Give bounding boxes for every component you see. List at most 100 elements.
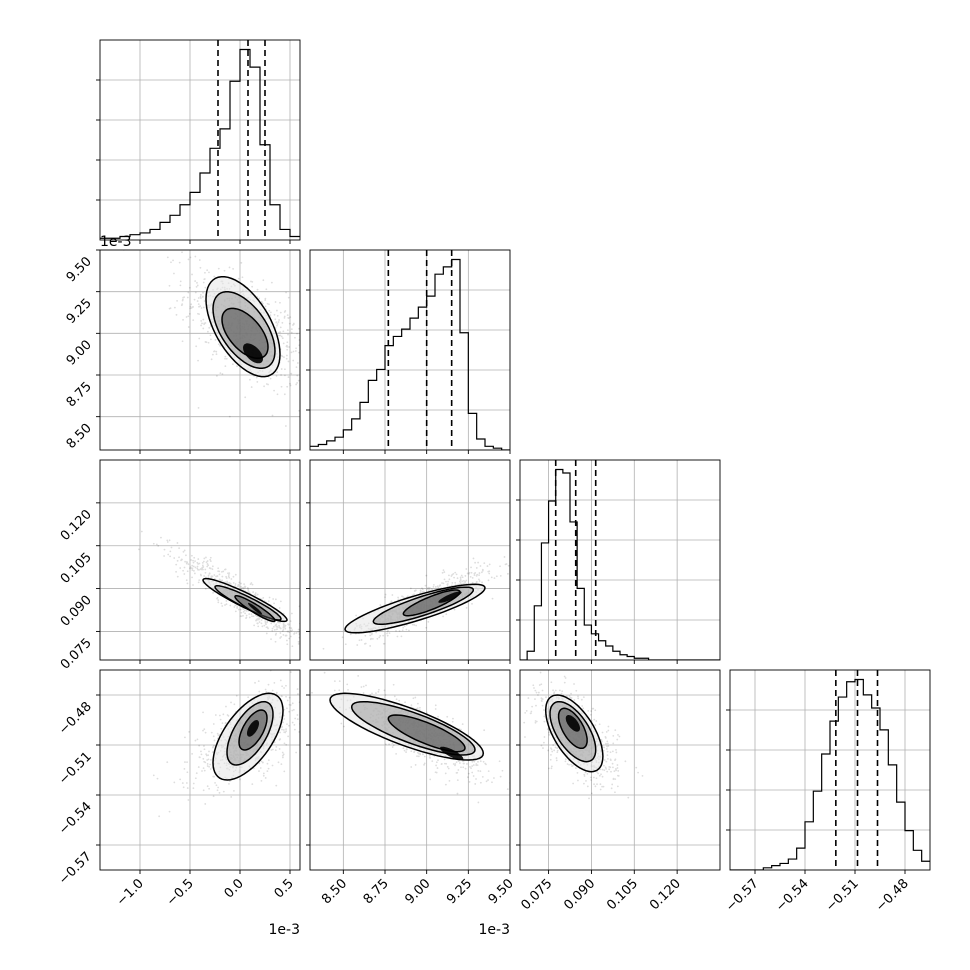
scatter-point <box>186 771 189 774</box>
scatter-point <box>163 555 165 557</box>
scatter-point <box>189 307 192 310</box>
scatter-point <box>423 763 425 766</box>
scatter-point <box>221 373 224 375</box>
scatter-point <box>296 718 299 720</box>
scatter-point <box>599 768 602 771</box>
scatter-point <box>317 647 319 649</box>
scatter-point <box>284 634 287 637</box>
scatter-point <box>534 698 536 700</box>
scatter-point <box>216 575 218 578</box>
scatter-point <box>248 616 251 619</box>
contour-line-3 <box>212 692 284 781</box>
scatter-point <box>234 610 237 613</box>
scatter-point <box>295 366 298 368</box>
scatter-point <box>349 633 352 636</box>
scatter-point <box>356 644 359 646</box>
scatter-point <box>285 345 288 348</box>
scatter-point <box>218 573 221 576</box>
scatter-point <box>211 565 214 568</box>
scatter-point <box>434 704 437 707</box>
tick-label-x-3: −0.57 <box>723 876 762 915</box>
scatter-point <box>185 554 187 557</box>
tick-label-x-3: −0.54 <box>773 876 812 915</box>
scatter-point <box>550 747 552 749</box>
scatter-point <box>577 779 579 782</box>
scatter-point <box>416 702 419 705</box>
scatter-point <box>454 581 457 584</box>
scatter-point <box>245 616 248 619</box>
scatter-point <box>229 583 232 585</box>
scatter-point <box>244 585 247 588</box>
scatter-point <box>283 311 286 313</box>
panel-frame <box>309 459 511 661</box>
scatter-point <box>232 581 235 584</box>
scatter-point <box>598 774 601 777</box>
scatter-point <box>280 695 283 697</box>
scatter-point <box>534 721 537 724</box>
scatter-point <box>271 414 274 417</box>
scatter-point <box>307 647 309 649</box>
scatter-point <box>163 548 166 551</box>
scatter-point <box>571 765 573 768</box>
scatter-point <box>234 604 237 607</box>
scatter-point <box>278 607 281 609</box>
scatter-point <box>609 766 612 769</box>
scatter-point <box>451 581 454 584</box>
scatter-point <box>204 286 207 289</box>
scatter-point <box>550 748 553 751</box>
scatter-point <box>283 731 286 734</box>
scatter-point <box>482 760 485 763</box>
scatter-point <box>316 714 318 716</box>
scatter-point <box>586 772 589 775</box>
scatter-point <box>487 770 490 773</box>
scatter-point <box>323 713 325 715</box>
scatter-point <box>592 707 595 710</box>
scatter-point <box>230 578 233 580</box>
scatter-point <box>240 587 242 590</box>
scatter-point <box>423 762 426 765</box>
scatter-point <box>196 738 199 741</box>
panel-frame <box>729 669 931 871</box>
scatter-point <box>258 617 261 620</box>
scatter-point <box>202 767 205 769</box>
scatter-point <box>403 749 406 752</box>
scatter-point <box>413 624 416 626</box>
scatter-point <box>481 581 483 584</box>
scatter-point <box>553 691 556 694</box>
scatter-point <box>410 766 413 768</box>
scatter-point <box>540 697 543 700</box>
scatter-point <box>166 761 169 764</box>
scatter-point <box>321 689 323 691</box>
scatter-point <box>477 760 479 763</box>
scatter-point <box>210 575 213 578</box>
scatter-point <box>447 767 450 770</box>
scatter-point <box>200 324 202 327</box>
scatter-point <box>196 281 198 284</box>
scatter-point <box>270 638 272 641</box>
scatter-point <box>322 666 324 668</box>
scatter-point <box>297 631 300 633</box>
scatter-point <box>184 560 187 563</box>
scatter-point <box>401 595 404 598</box>
scatter-point <box>283 356 285 358</box>
scatter-point <box>274 301 277 303</box>
scatter-point <box>198 756 201 759</box>
scatter-point <box>297 642 300 645</box>
scatter-point <box>244 612 247 615</box>
scatter-point <box>203 575 206 577</box>
density-fill-0 <box>248 602 262 615</box>
scatter-point <box>282 729 285 731</box>
scatter-point <box>324 662 326 664</box>
scatter-point <box>270 622 273 625</box>
scatter-point <box>244 609 246 612</box>
scatter-point <box>452 763 455 765</box>
scatter-point <box>577 697 580 700</box>
scatter-point <box>206 269 209 272</box>
scatter-point <box>435 771 438 774</box>
scatter-point <box>256 622 259 625</box>
scatter-point <box>261 625 264 628</box>
panel-1-0 <box>96 249 301 454</box>
scatter-point <box>457 583 460 586</box>
scatter-point <box>195 345 198 348</box>
scatter-point <box>180 304 183 307</box>
